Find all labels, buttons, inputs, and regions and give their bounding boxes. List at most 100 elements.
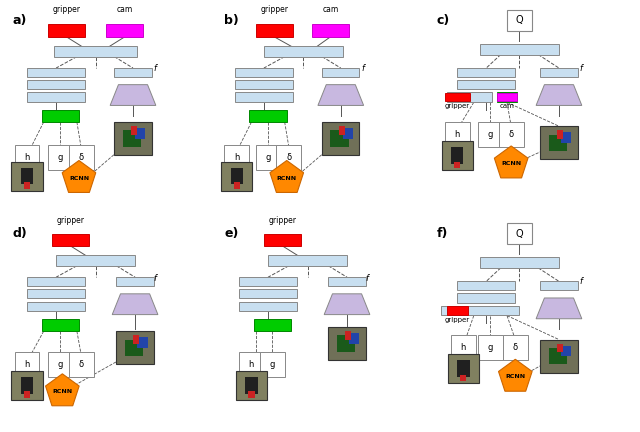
Text: f: f [362,64,365,73]
Text: h: h [24,360,29,369]
Bar [264,234,301,246]
Bar [561,133,572,143]
Bar [448,354,479,383]
Bar [235,67,293,77]
FancyBboxPatch shape [225,145,250,170]
Text: f: f [365,274,369,283]
Text: g: g [488,343,493,353]
Bar [264,46,343,57]
Bar [12,371,43,400]
Text: g: g [58,153,63,162]
Bar [457,281,515,290]
Bar [540,126,578,159]
FancyBboxPatch shape [68,352,93,377]
Text: h: h [249,360,254,369]
Text: δ: δ [509,130,514,139]
Text: cam: cam [323,5,339,14]
Bar [445,93,470,101]
Polygon shape [536,298,582,319]
Text: Q: Q [516,15,524,25]
FancyBboxPatch shape [68,145,93,170]
Polygon shape [270,161,303,192]
Bar [322,67,360,77]
Text: g: g [266,153,271,162]
FancyBboxPatch shape [276,145,301,170]
Bar [27,92,85,102]
Bar [20,168,33,184]
Bar [442,141,473,170]
Bar [557,344,563,352]
FancyBboxPatch shape [507,223,532,244]
Bar [42,319,79,331]
Bar [235,80,293,89]
Bar [253,319,291,331]
Bar [339,126,345,134]
Text: f: f [154,64,157,73]
Bar [27,80,85,89]
Text: h: h [24,153,29,162]
Bar [457,293,515,303]
Bar [27,289,85,299]
Bar [115,67,152,77]
Bar [548,348,567,365]
Text: f: f [580,64,583,73]
FancyBboxPatch shape [260,352,285,377]
Bar [497,92,517,102]
Bar [239,302,297,311]
Bar [245,377,258,394]
Bar [454,162,460,168]
Text: f: f [154,274,157,283]
Bar [248,391,255,398]
Text: g: g [488,130,493,139]
Bar [239,276,297,286]
FancyBboxPatch shape [445,122,470,147]
Text: δ: δ [513,343,518,353]
Bar [480,257,559,268]
Bar [137,337,148,348]
Polygon shape [62,161,96,192]
FancyBboxPatch shape [15,352,40,377]
Bar [236,371,267,400]
Polygon shape [112,294,158,314]
Bar [235,92,293,102]
Bar [116,331,154,365]
Polygon shape [499,359,532,391]
Text: h: h [234,153,239,162]
Polygon shape [110,85,156,105]
Text: f: f [580,277,583,286]
Bar [440,306,520,315]
Bar [48,24,85,37]
Text: δ: δ [79,153,84,162]
Bar [557,130,563,139]
Bar [480,44,559,54]
Text: gripper: gripper [57,216,84,225]
FancyBboxPatch shape [48,352,73,377]
Text: gripper: gripper [269,216,296,225]
Bar [54,46,137,57]
Bar [42,110,79,121]
Bar [250,110,287,121]
Bar [345,331,351,340]
Text: a): a) [12,14,27,27]
Bar [131,126,137,134]
Bar [540,281,578,290]
Text: gripper: gripper [445,317,470,323]
Bar [268,255,347,266]
Bar [56,255,135,266]
Bar [24,182,30,188]
Bar [343,128,353,139]
Bar [234,182,240,188]
Text: e): e) [225,227,239,240]
Bar [20,377,33,394]
Text: RCNN: RCNN [501,161,521,166]
Polygon shape [536,85,582,105]
Bar [337,335,355,352]
Bar [540,340,578,373]
Text: g: g [58,360,63,369]
Bar [106,24,143,37]
Polygon shape [324,294,370,314]
Polygon shape [45,374,79,406]
FancyBboxPatch shape [507,10,532,31]
Text: b): b) [225,14,239,27]
Bar [133,335,140,344]
